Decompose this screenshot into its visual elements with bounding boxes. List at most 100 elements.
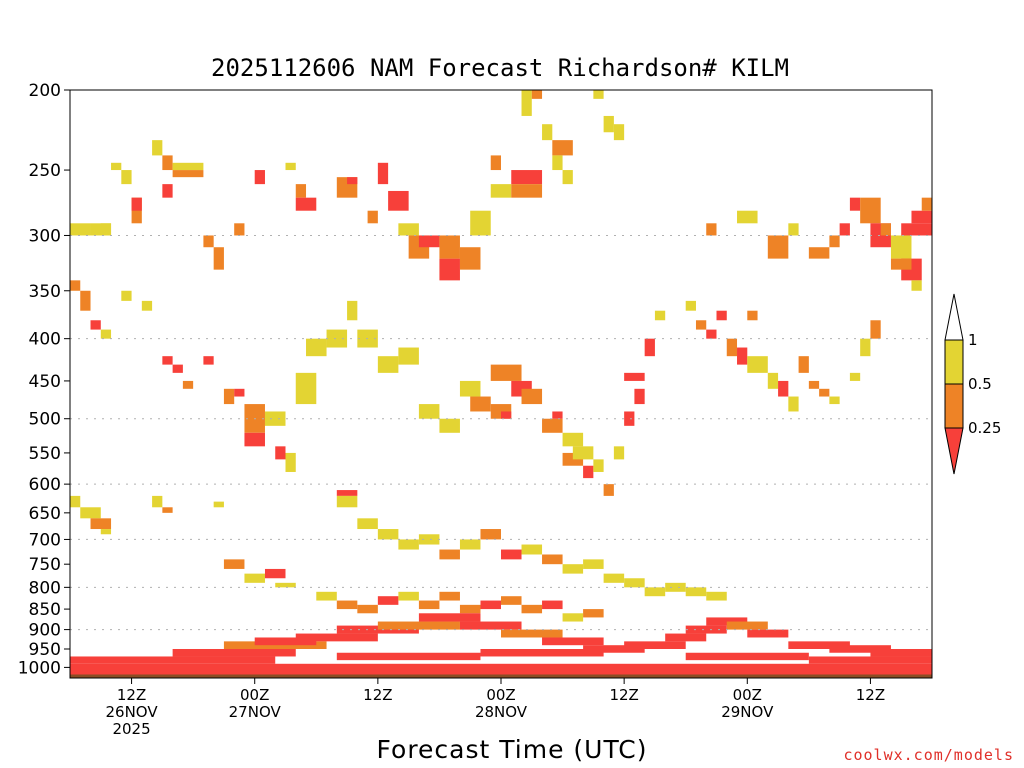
heatmap-cell [295,197,317,211]
heatmap-cell [767,372,779,389]
heatmap-cell [562,432,584,447]
legend-extend-top [944,293,964,341]
heatmap-cell [911,280,922,291]
y-axis: 200 250 300 350 400 450 500 550 600 650 700 750 8008… [18,81,70,678]
heatmap-cell [100,529,112,535]
heatmap-cell [829,396,840,405]
heatmap-cell [880,223,891,236]
heatmap-cell [603,115,614,133]
heatmap-cell [685,625,727,634]
heatmap-cell [511,170,543,185]
heatmap-cell [357,604,378,614]
heatmap-cell [295,184,307,198]
heatmap-cell [501,596,522,605]
heatmap-cell [542,637,604,646]
heatmap-cell [870,320,881,339]
colorbar-legend: 1 0.5 0.25 [944,293,1001,475]
x-tick-label: 12Z [609,686,638,704]
heatmap-cell [367,210,378,224]
x-tick-label: 12Z [363,686,392,704]
heatmap-cell [572,446,594,460]
heatmap-cell [182,380,194,389]
heatmap-cell [501,549,522,560]
heatmap-cell [613,124,625,141]
heatmap-cell [839,223,850,236]
heatmap-cell [162,507,173,513]
heatmap-cell [788,396,799,412]
heatmap-cell [347,300,358,321]
heatmap-cell [111,162,122,171]
y-tick-label: 350 [29,282,61,302]
heatmap-cell [501,629,563,638]
x-tick-label: 00Z [240,686,269,704]
heatmap-cell [439,258,460,281]
heatmap-cell [562,170,573,185]
x-tick-label: 00Z [733,686,762,704]
x-tick-label: 29NOV [721,703,774,721]
heatmap-cell [542,600,563,610]
heatmap-cell [388,190,409,211]
heatmap-cell [203,235,214,248]
x-tick-label: 12Z [117,686,146,704]
heatmap-cell [624,411,635,426]
heatmap-cell [706,591,727,601]
heatmap-cell [439,235,460,259]
legend-label-0-25: 0.25 [968,419,1001,437]
heatmap-cell [326,329,348,348]
heatmap-cell [593,459,604,472]
heatmap-cell [398,539,419,550]
heatmap-cell [603,484,614,496]
heatmap-cell [747,356,768,373]
heatmap-cell [808,380,820,389]
heatmap-cell [377,621,460,630]
x-tick-label: 2025 [112,720,150,738]
heatmap-cell [706,329,717,339]
y-tick-label: 400 [29,330,61,350]
heatmap-cell [665,633,707,642]
heatmap-cell [480,648,604,657]
heatmap-cell [285,162,296,171]
heatmap-cell [223,559,245,569]
heatmap-cell [685,587,707,597]
heatmap-cell [336,490,358,496]
heatmap-cell [264,568,286,579]
x-tick-label: 00Z [486,686,515,704]
y-tick-label: 300 [29,226,61,246]
y-tick-label: 950 [29,640,61,660]
heatmap-cell [511,184,543,198]
heatmap-cell [80,290,91,311]
heatmap-cell [665,582,686,592]
heatmap-cell [398,347,419,365]
x-tick-label: 28NOV [475,703,528,721]
heatmap-cell [398,591,419,601]
y-tick-label: 850 [29,600,61,620]
heatmap-cell [336,625,419,634]
heatmap-cell [121,170,132,185]
heatmap-cell [716,310,727,321]
heatmap-cell [377,596,399,605]
y-tick-label: 650 [29,504,61,524]
legend-label-1: 1 [968,331,978,349]
heatmap-cell [172,648,296,657]
legend-band-orange [944,383,964,429]
heatmap-cell [685,300,696,311]
heatmap-cell [172,364,183,373]
heatmap-cell [542,418,563,433]
heatmap-cell [100,223,112,236]
heatmap-cell [377,356,399,373]
heatmap-cell [316,591,337,601]
heatmap-cell [459,380,481,397]
site-credit[interactable]: coolwx.com/models [843,746,1014,764]
heatmap-cell [459,604,481,614]
heatmap-cell [798,356,809,373]
heatmap-cell [90,320,101,330]
heatmap-cell [552,155,563,171]
heatmap-cell [470,210,491,236]
heatmap-cell [644,587,666,597]
heatmap-cell [470,396,491,412]
y-tick-label: 200 [29,81,61,101]
heatmap-cell [737,210,758,224]
heatmap-cell [295,633,378,642]
heatmap-cell [70,656,276,664]
